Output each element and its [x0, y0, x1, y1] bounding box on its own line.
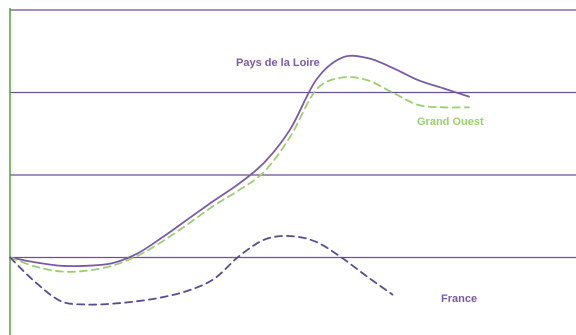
- series-label-pays-de-la-loire: Pays de la Loire: [236, 57, 320, 69]
- series-line-grand-ouest: [9, 76, 470, 273]
- series-label-france: France: [441, 293, 477, 305]
- series-label-grand-ouest: Grand Ouest: [417, 116, 484, 128]
- series-line-pays-de-la-loire: [9, 54, 470, 268]
- gridlines: [10, 9, 576, 259]
- series-line-france: [9, 235, 394, 306]
- series-layer: [9, 54, 470, 306]
